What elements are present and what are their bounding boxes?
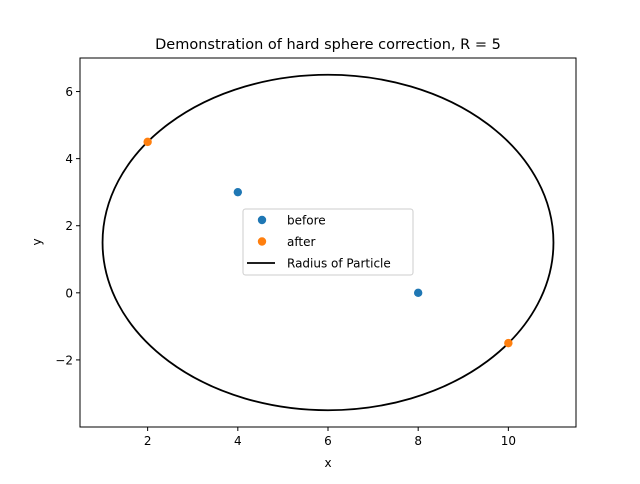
x-axis-label: x <box>324 456 331 470</box>
x-tick-label-0: 2 <box>144 434 152 448</box>
legend-box <box>242 208 414 276</box>
point-before-1 <box>413 288 423 298</box>
plot-content <box>101 73 555 412</box>
x-tick-label-3: 8 <box>414 434 422 448</box>
y-tick-label-1: 0 <box>65 286 73 300</box>
legend-marker-after <box>257 237 267 246</box>
legend: before after Radius of Particle <box>242 208 414 276</box>
y-tick-label-2: 2 <box>65 219 73 233</box>
radius-circle <box>101 73 555 412</box>
point-after-1 <box>504 338 513 348</box>
point-before-0 <box>233 187 243 197</box>
y-tick-label-4: 6 <box>65 85 73 99</box>
x-tick-label-1: 4 <box>234 434 242 448</box>
y-axis-label: y <box>30 238 44 245</box>
chart-title: Demonstration of hard sphere correction,… <box>155 37 501 53</box>
legend-label-2: Radius of Particle <box>287 257 391 271</box>
legend-label-1: after <box>287 235 315 249</box>
y-tick-label-0: −2 <box>55 353 73 367</box>
x-tick-label-2: 6 <box>324 434 332 448</box>
axis-ticks: 2 4 6 8 10 −2 0 2 4 6 <box>55 85 516 448</box>
x-tick-label-4: 10 <box>501 434 516 448</box>
y-tick-label-3: 4 <box>65 152 73 166</box>
point-after-0 <box>143 137 152 147</box>
legend-label-0: before <box>287 214 326 228</box>
legend-marker-before <box>257 215 267 225</box>
